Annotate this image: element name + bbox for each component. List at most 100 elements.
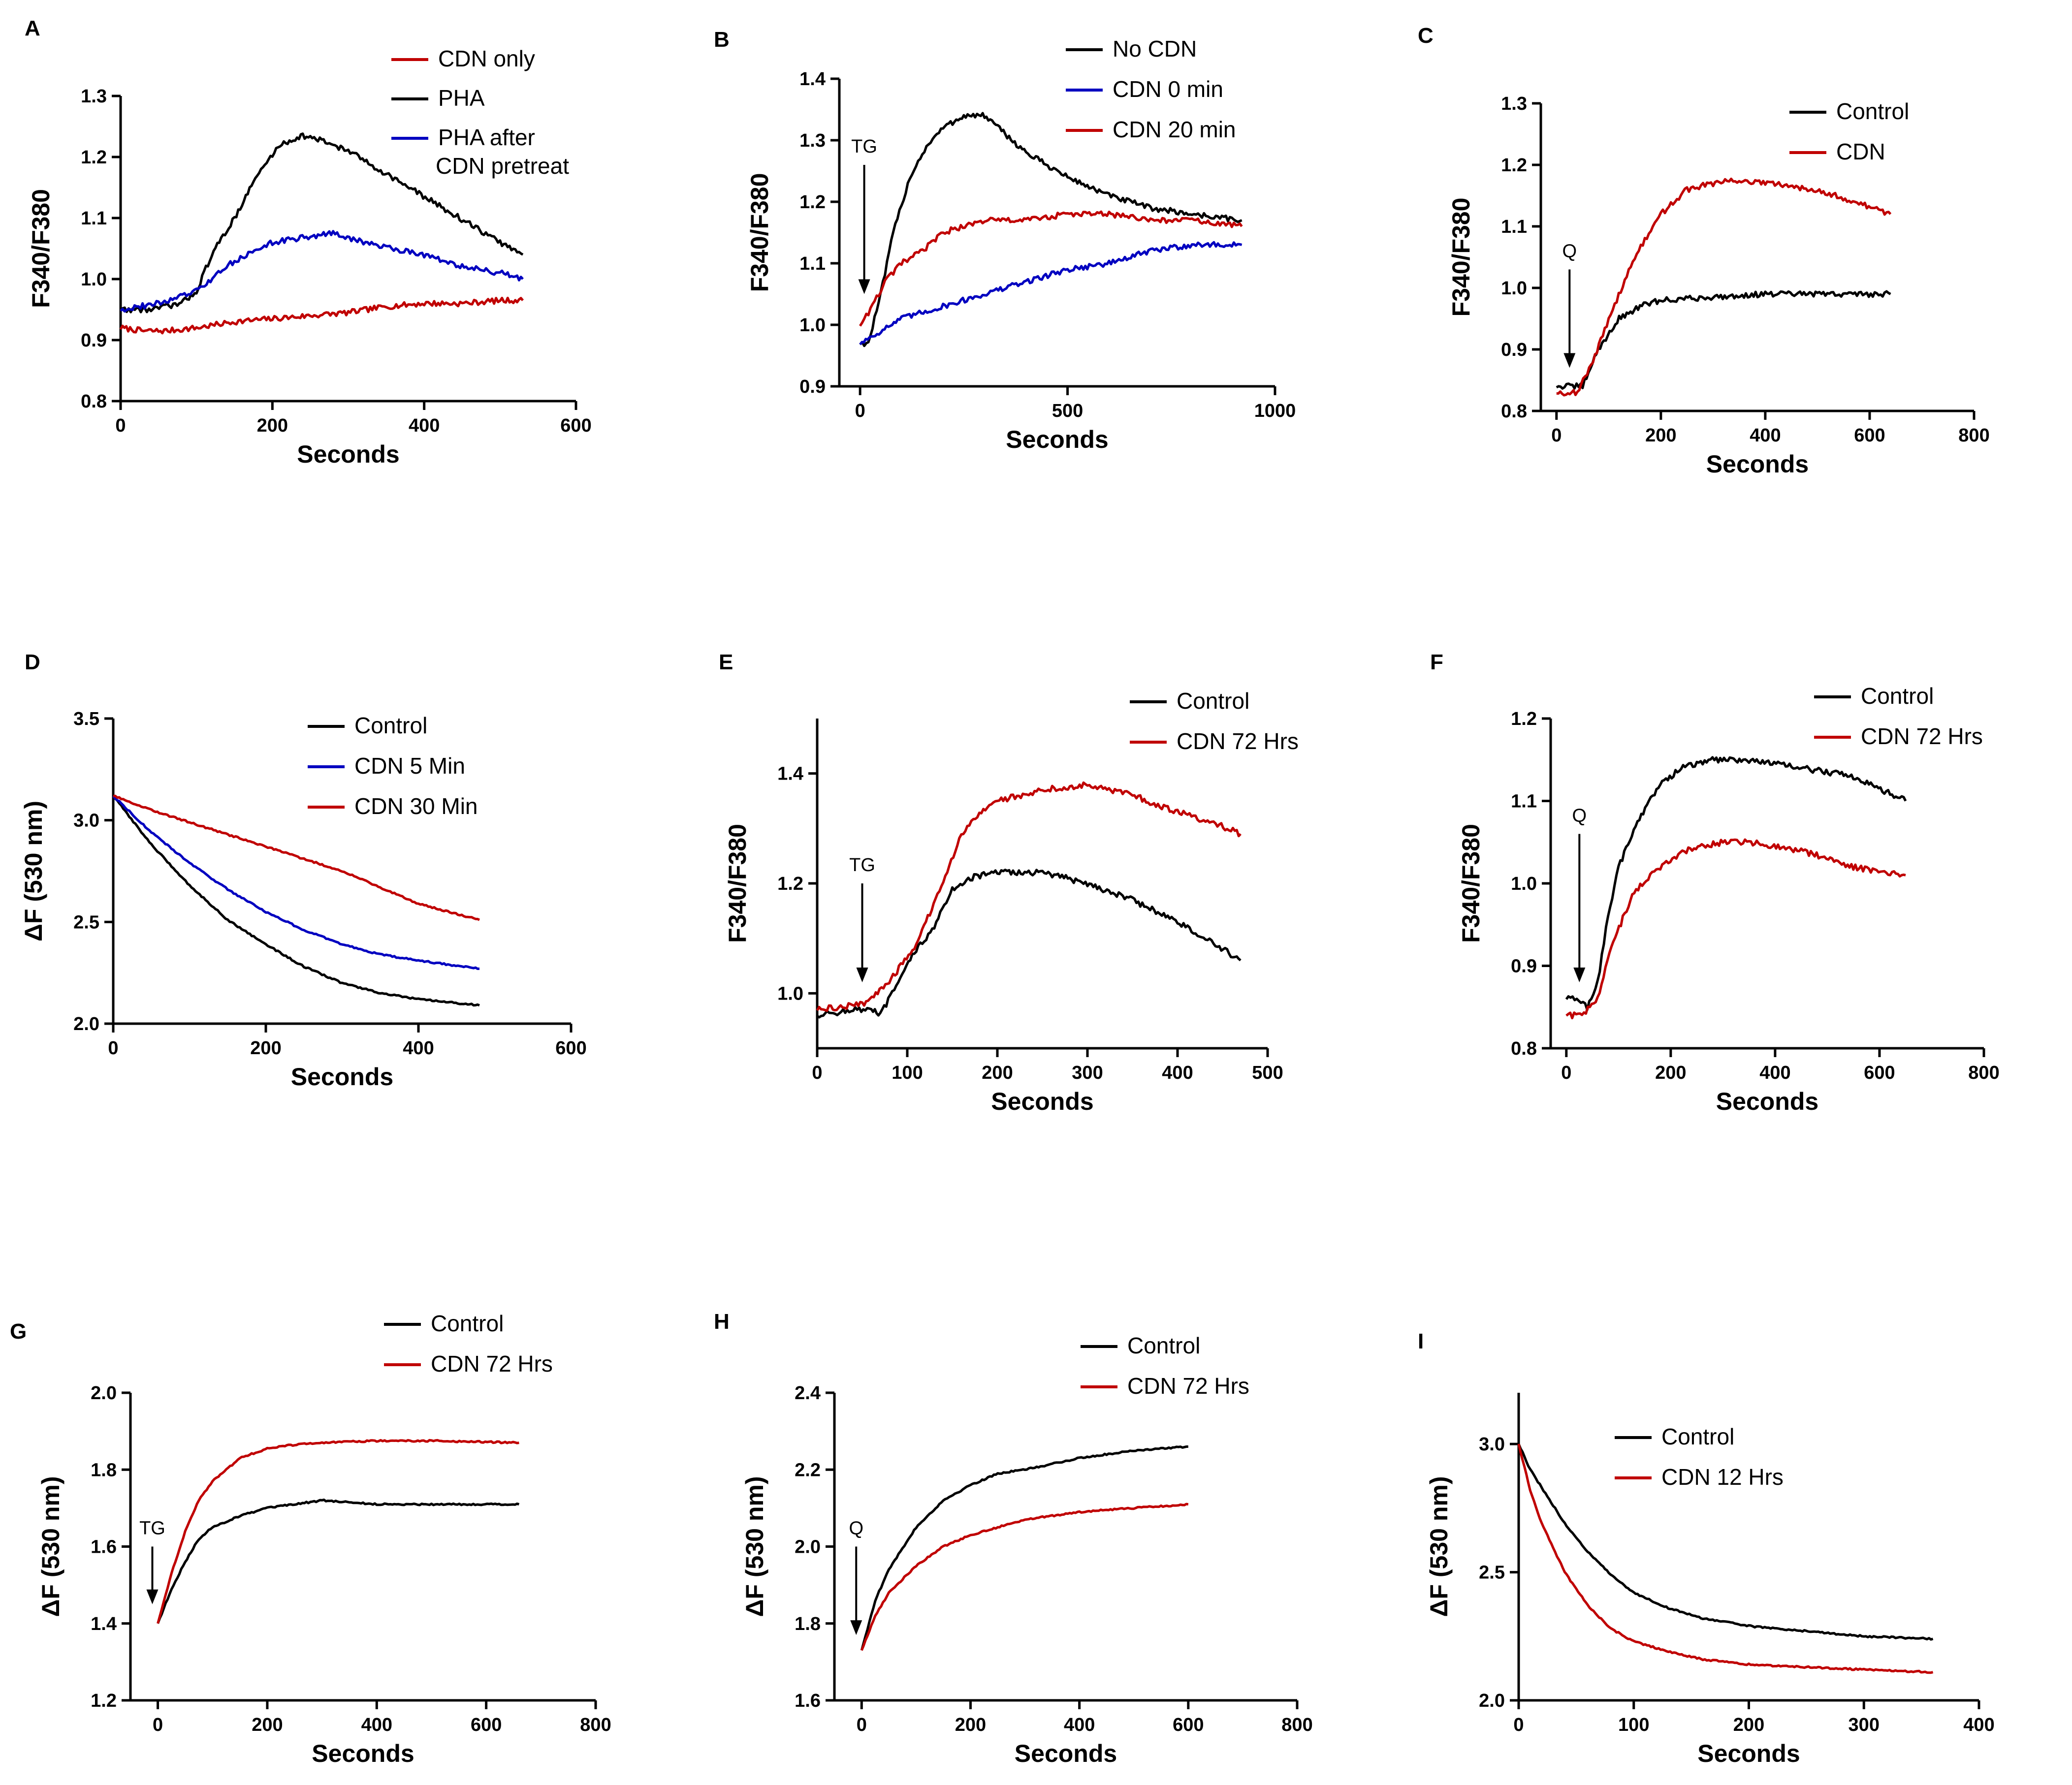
panel-h-x-tick-label: 400 [1064, 1715, 1095, 1735]
panel-e-x-tick-label: 500 [1252, 1063, 1283, 1083]
panel-h-y-tick-label: 2.0 [795, 1537, 821, 1558]
panel-g-x-axis-title: Seconds [312, 1740, 414, 1767]
panel-h-x-tick-label: 200 [955, 1715, 986, 1735]
panel-h-y-tick-label: 1.8 [795, 1614, 821, 1634]
panel-b-legend-label: No CDN [1113, 36, 1197, 62]
panel-g-y-axis-title: ΔF (530 nm) [37, 1476, 64, 1617]
panel-f-x-tick-label: 0 [1561, 1063, 1571, 1083]
panel-d-legend-label: CDN 30 Min [354, 793, 478, 819]
panel-d-x-tick-label: 400 [403, 1038, 434, 1059]
panel-i-y-tick-label: 3.0 [1479, 1434, 1505, 1455]
panel-a-y-tick-label: 1.2 [81, 147, 107, 168]
panel-i-legend-label: Control [1661, 1424, 1734, 1449]
panel-e-x-tick-label: 100 [892, 1063, 923, 1083]
panel-b-annotation-label: TG [851, 136, 877, 157]
panel-g-annotation-label: TG [139, 1518, 165, 1539]
panel-e-y-tick-label: 1.2 [777, 874, 803, 894]
panel-a-y-tick-label: 1.1 [81, 208, 107, 229]
panel-i-series-cdn-12-hrs [1517, 1443, 1934, 1674]
panel-b-legend-label: CDN 0 min [1113, 76, 1223, 102]
panel-c-legend-label: Control [1836, 98, 1909, 124]
panel-g-letter: G [10, 1319, 27, 1344]
panel-f-y-axis-title: F340/F380 [1457, 824, 1485, 943]
panel-f-y-tick-label: 1.0 [1511, 874, 1537, 894]
panel-a-y-tick-label: 1.0 [81, 269, 107, 290]
panel-d-x-axis-title: Seconds [291, 1063, 393, 1091]
panel-f-y-tick-label: 0.9 [1511, 956, 1537, 977]
panel-a-y-tick-label: 0.8 [81, 391, 107, 412]
panel-b-annotation-arrowhead [858, 279, 870, 294]
panel-b-series-cdn-0-min [859, 241, 1243, 345]
panel-i-x-tick-label: 300 [1849, 1715, 1880, 1735]
panel-g-series-control [157, 1499, 520, 1624]
panel-i-x-tick-label: 200 [1733, 1715, 1764, 1735]
panel-b-legend-label: CDN 20 min [1113, 117, 1236, 142]
panel-f-x-tick-label: 400 [1759, 1063, 1790, 1083]
panel-c-y-tick-label: 1.1 [1501, 217, 1527, 237]
panel-c-x-tick-label: 800 [1958, 425, 1989, 446]
panel-e-legend-label: CDN 72 Hrs [1177, 728, 1299, 754]
panel-c-y-tick-label: 0.9 [1501, 340, 1527, 360]
panel-g-legend-label: CDN 72 Hrs [431, 1351, 553, 1377]
panel-e-legend-label: Control [1177, 688, 1249, 714]
panel-h-legend-label: Control [1127, 1333, 1200, 1358]
panel-g-y-tick-label: 1.2 [91, 1691, 117, 1711]
panel-c-y-tick-label: 1.0 [1501, 278, 1527, 299]
panel-a-legend-label: CDN pretreat [436, 153, 569, 179]
panel-f-legend-label: CDN 72 Hrs [1861, 723, 1983, 749]
panel-d-y-tick-label: 3.5 [73, 709, 99, 729]
panel-e-x-tick-label: 200 [982, 1063, 1013, 1083]
panel-h-x-tick-label: 800 [1281, 1715, 1312, 1735]
panel-d-y-axis-title: ΔF (530 nm) [20, 801, 47, 941]
panel-h-x-tick-label: 600 [1173, 1715, 1204, 1735]
panel-h-y-tick-label: 2.4 [795, 1383, 821, 1404]
panel-i-x-tick-label: 400 [1963, 1715, 1994, 1735]
panel-i-series-control [1517, 1443, 1934, 1641]
panel-e-y-tick-label: 1.4 [777, 764, 803, 784]
panel-a-letter: A [25, 16, 40, 40]
panel-h-series-cdn-72-hrs [860, 1503, 1189, 1651]
panel-f-x-tick-label: 200 [1655, 1063, 1686, 1083]
panel-c-series-control [1556, 290, 1891, 390]
panel-e-x-tick-label: 300 [1072, 1063, 1103, 1083]
panel-f-x-tick-label: 800 [1968, 1063, 1999, 1083]
panel-c-y-axis-title: F340/F380 [1447, 198, 1475, 317]
panel-c-x-tick-label: 400 [1750, 425, 1781, 446]
panel-g-annotation-arrowhead [146, 1589, 159, 1604]
panel-e-letter: E [719, 650, 733, 674]
panel-c-y-tick-label: 1.3 [1501, 94, 1527, 114]
panel-c-series-cdn [1556, 177, 1892, 397]
panel-d-letter: D [25, 650, 40, 674]
panel-f-series-cdn-72-hrs [1565, 838, 1906, 1020]
panel-c-x-tick-label: 200 [1645, 425, 1676, 446]
panel-a-series-cdn-only [119, 296, 524, 335]
panel-i-y-axis-title: ΔF (530 nm) [1425, 1476, 1453, 1617]
panel-c-x-axis-title: Seconds [1706, 450, 1809, 478]
panel-a-legend-label: PHA after [438, 125, 535, 150]
panel-e-series-cdn-72-hrs [816, 781, 1242, 1012]
panel-a-y-tick-label: 1.3 [81, 86, 107, 107]
panel-e-y-axis-title: F340/F380 [724, 824, 751, 943]
panel-a-x-tick-label: 0 [115, 415, 126, 436]
panel-b-y-tick-label: 0.9 [799, 376, 826, 397]
panel-h-legend-label: CDN 72 Hrs [1127, 1373, 1249, 1399]
panel-b-series-cdn-20-min [859, 210, 1243, 327]
panel-i-x-tick-label: 100 [1618, 1715, 1649, 1735]
panel-c-annotation-label: Q [1562, 241, 1577, 262]
panel-f-annotation-arrowhead [1573, 968, 1586, 982]
panel-d-series-control [112, 795, 480, 1007]
panel-h-series-control [860, 1445, 1188, 1651]
panel-c-legend-label: CDN [1836, 139, 1885, 164]
panel-h-y-axis-title: ΔF (530 nm) [741, 1476, 768, 1617]
panel-c-y-tick-label: 1.2 [1501, 155, 1527, 176]
panel-b-y-tick-label: 1.1 [799, 253, 826, 274]
panel-e-x-tick-label: 400 [1162, 1063, 1193, 1083]
panel-g-x-tick-label: 600 [471, 1715, 502, 1735]
panel-h-y-tick-label: 2.2 [795, 1460, 821, 1480]
panel-a-series-pha [120, 132, 524, 313]
panel-a-y-axis-title: F340/F380 [27, 189, 55, 308]
panel-b-y-tick-label: 1.4 [799, 69, 826, 90]
panel-a-legend-label: CDN only [438, 46, 535, 71]
panel-g-x-tick-label: 400 [361, 1715, 392, 1735]
